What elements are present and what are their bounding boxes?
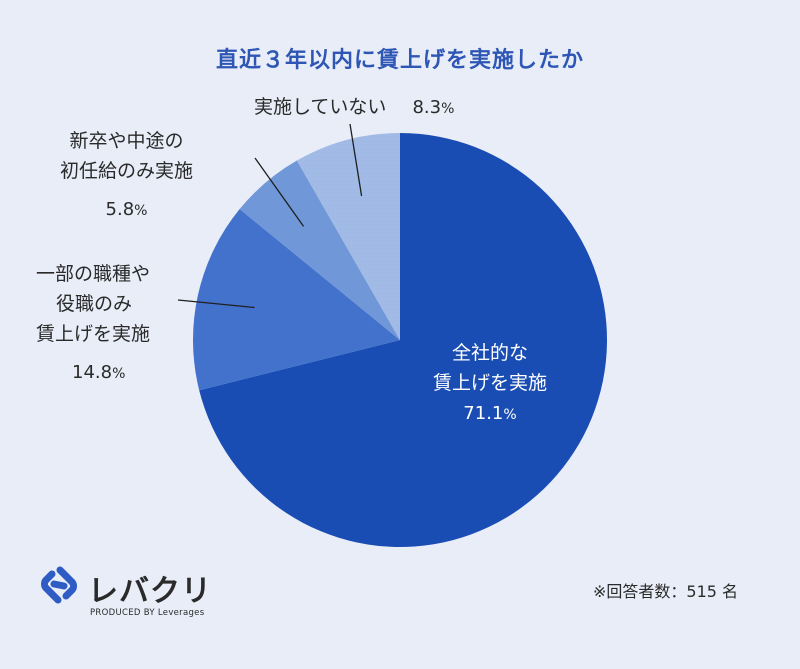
leader-line — [177, 299, 255, 309]
brand-tagline: PRODUCED BY Leverages — [90, 608, 205, 618]
slice-label-text: 賃上げを実施 — [432, 372, 547, 394]
slice-texture — [296, 133, 400, 340]
slice-value: 71.1% — [463, 403, 517, 424]
slice-value-number: 8.3 — [412, 97, 442, 118]
slice-value-number: 71.1 — [463, 403, 504, 424]
slice-label-text: 全社的な — [451, 342, 528, 364]
slice-label-text: 一部の職種や — [36, 263, 151, 285]
leader-line — [254, 157, 305, 227]
slice-value: 5.8% — [105, 199, 148, 220]
slice-partial-roles — [193, 209, 400, 391]
slice-value: 14.8% — [72, 362, 126, 383]
slice-starting-salary — [239, 160, 400, 340]
leader-line — [349, 123, 363, 197]
chart-title: 直近３年以内に賃上げを実施したか — [215, 48, 584, 73]
slice-label-text: 役職のみ — [56, 293, 133, 315]
slice-label-starting-salary: 新卒や中途の 初任給のみ実施 5.8% — [60, 126, 193, 226]
slice-label-text: 初任給のみ実施 — [60, 160, 194, 182]
respondent-note: ※回答者数：515 名 — [593, 582, 739, 601]
slice-label-not-implemented: 実施していない 8.3% — [254, 96, 455, 118]
slice-full-company — [199, 133, 608, 547]
link-icon — [41, 566, 77, 604]
slice-label-full: 全社的な 賃上げを実施 71.1% — [405, 338, 575, 430]
slice-value-number: 14.8 — [72, 362, 113, 383]
slice-label-text: 実施していない — [254, 96, 387, 118]
brand-name: レバクリ — [88, 574, 212, 609]
slice-label-text: 新卒や中途の — [69, 130, 184, 152]
slice-label-text: 賃上げを実施 — [36, 323, 151, 345]
brand-logo: レバクリ PRODUCED BY Leverages — [36, 560, 236, 630]
slice-value-number: 5.8 — [105, 199, 135, 220]
slice-label-partial: 一部の職種や 役職のみ 賃上げを実施 14.8% — [36, 259, 150, 389]
